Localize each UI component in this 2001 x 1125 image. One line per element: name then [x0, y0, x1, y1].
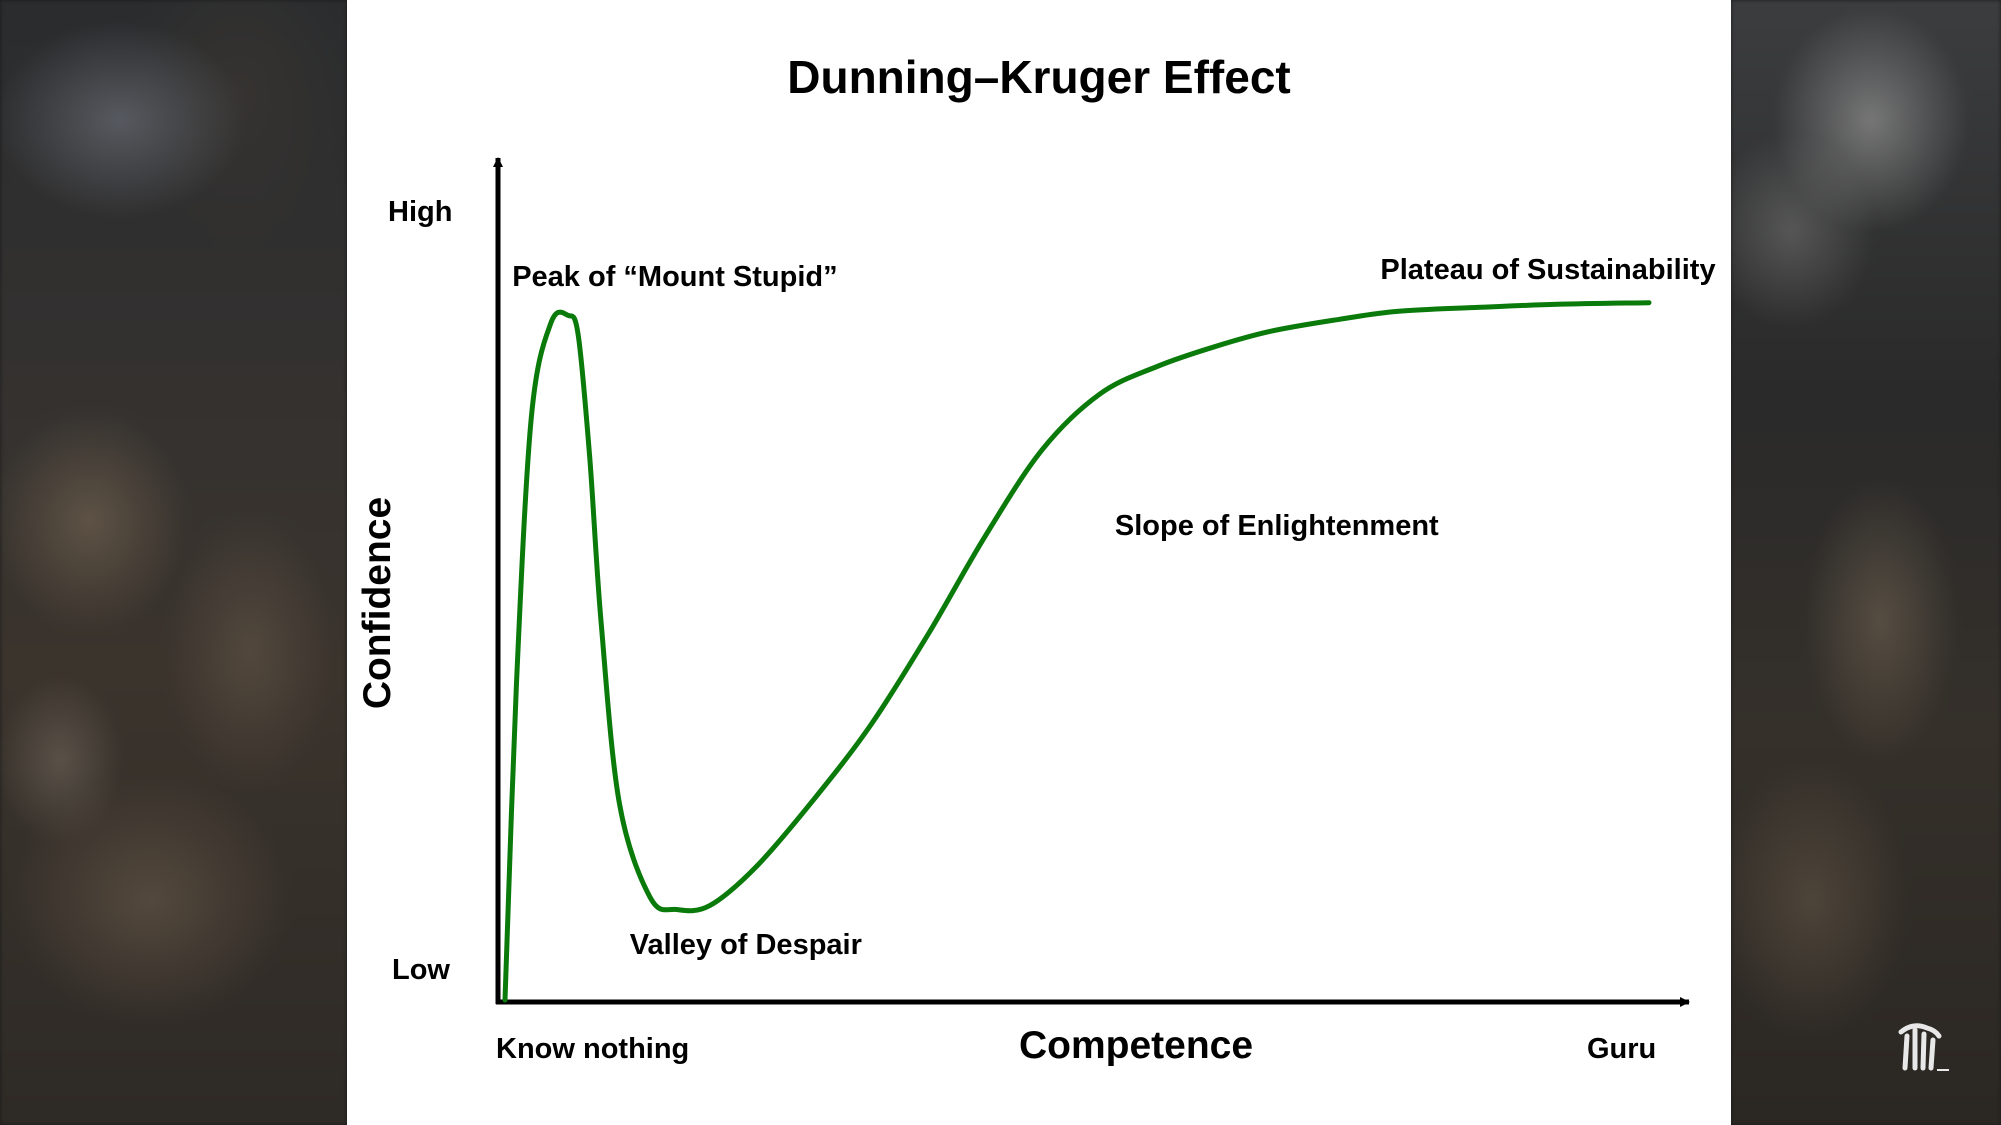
x-axis-title: Competence	[1019, 1024, 1254, 1067]
x-tick-label-low: Know nothing	[496, 1033, 690, 1065]
chart-canvas	[493, 157, 1690, 1007]
annotation-label: Plateau of Sustainability	[1380, 254, 1716, 287]
series-group	[502, 300, 1652, 1003]
background-painting-left	[0, 0, 347, 1125]
background-painting-right	[1731, 0, 2001, 1125]
y-axis-title: Confidence	[356, 496, 399, 710]
chart-title: Dunning–Kruger Effect	[787, 51, 1291, 103]
chart-panel: Dunning–Kruger Effect High Low Know nothin…	[347, 0, 1731, 1125]
hand-logo-icon	[1893, 1018, 1953, 1083]
annotation-label: Peak of “Mount Stupid”	[512, 260, 838, 293]
x-tick-label-high: Guru	[1587, 1033, 1657, 1065]
y-tick-label-low: Low	[392, 954, 450, 986]
confidence-curve	[502, 300, 1652, 1003]
annotation-label: Valley of Despair	[629, 928, 862, 961]
annotation-label: Slope of Enlightenment	[1114, 509, 1439, 542]
y-tick-label-high: High	[388, 196, 453, 228]
axes	[493, 157, 1690, 1007]
